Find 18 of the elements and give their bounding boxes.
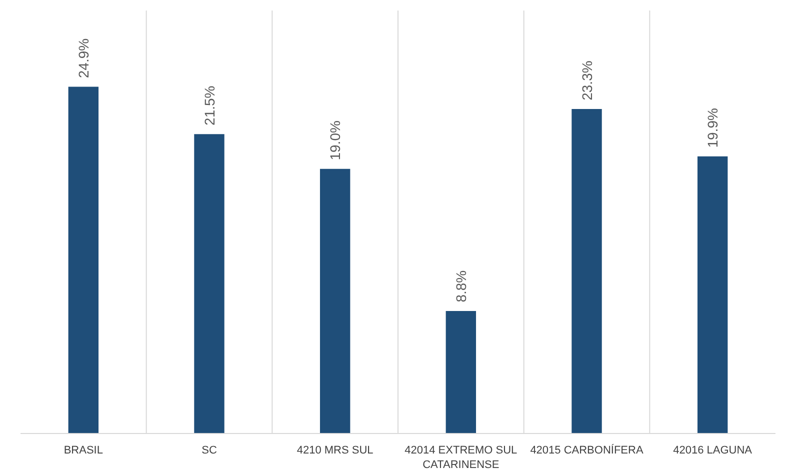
x-tick-label: SC — [202, 444, 217, 456]
x-tick-label: 42016 LAGUNA — [673, 444, 753, 456]
data-label: 19.0% — [327, 120, 344, 160]
x-tick-label: 42015 CARBONÍFERA — [530, 444, 644, 456]
data-label: 24.9% — [75, 38, 92, 78]
bar — [446, 310, 476, 434]
bar — [194, 134, 224, 434]
data-label: 21.5% — [201, 86, 218, 126]
x-tick-label: 42014 EXTREMO SUL CATARINENSE — [404, 444, 518, 471]
bar — [68, 86, 99, 434]
x-tick-label: BRASIL — [64, 444, 103, 456]
data-label: 23.3% — [578, 60, 595, 100]
bar — [320, 168, 350, 434]
x-tick-label: 4210 MRS SUL — [296, 444, 374, 456]
bar — [572, 109, 602, 434]
data-label: 19.9% — [704, 108, 721, 148]
bar — [697, 156, 728, 434]
data-label: 8.8% — [452, 270, 469, 302]
